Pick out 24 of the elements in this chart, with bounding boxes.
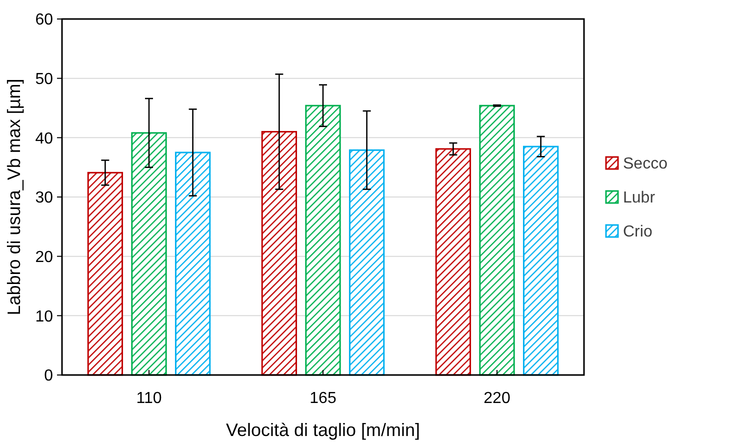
x-axis-title: Velocità di taglio [m/min] xyxy=(226,420,420,440)
bar xyxy=(261,130,298,376)
y-tick-label: 0 xyxy=(44,368,54,385)
y-tick-label: 40 xyxy=(35,130,54,148)
bar xyxy=(522,146,559,376)
x-tick-label: 165 xyxy=(310,390,336,407)
y-tick-label: 10 xyxy=(35,308,54,326)
bar xyxy=(479,104,515,376)
y-tick-label: 50 xyxy=(35,70,54,88)
bar xyxy=(305,104,341,376)
legend-label: Lubr xyxy=(623,190,656,207)
bar xyxy=(348,149,385,376)
legend-label: Secco xyxy=(623,156,668,173)
bar xyxy=(131,132,167,376)
bar xyxy=(174,152,211,376)
x-tick-label: 110 xyxy=(136,390,162,407)
y-tick-label: 20 xyxy=(35,248,54,266)
y-axis-title: Labbro di usura_Vb max [µm] xyxy=(4,78,24,316)
y-tick-label: 60 xyxy=(35,12,54,29)
x-tick-label: 220 xyxy=(484,390,510,407)
bar xyxy=(87,172,124,376)
legend-label: Crio xyxy=(623,224,652,241)
y-tick-label: 30 xyxy=(35,190,54,207)
bar xyxy=(435,148,472,376)
